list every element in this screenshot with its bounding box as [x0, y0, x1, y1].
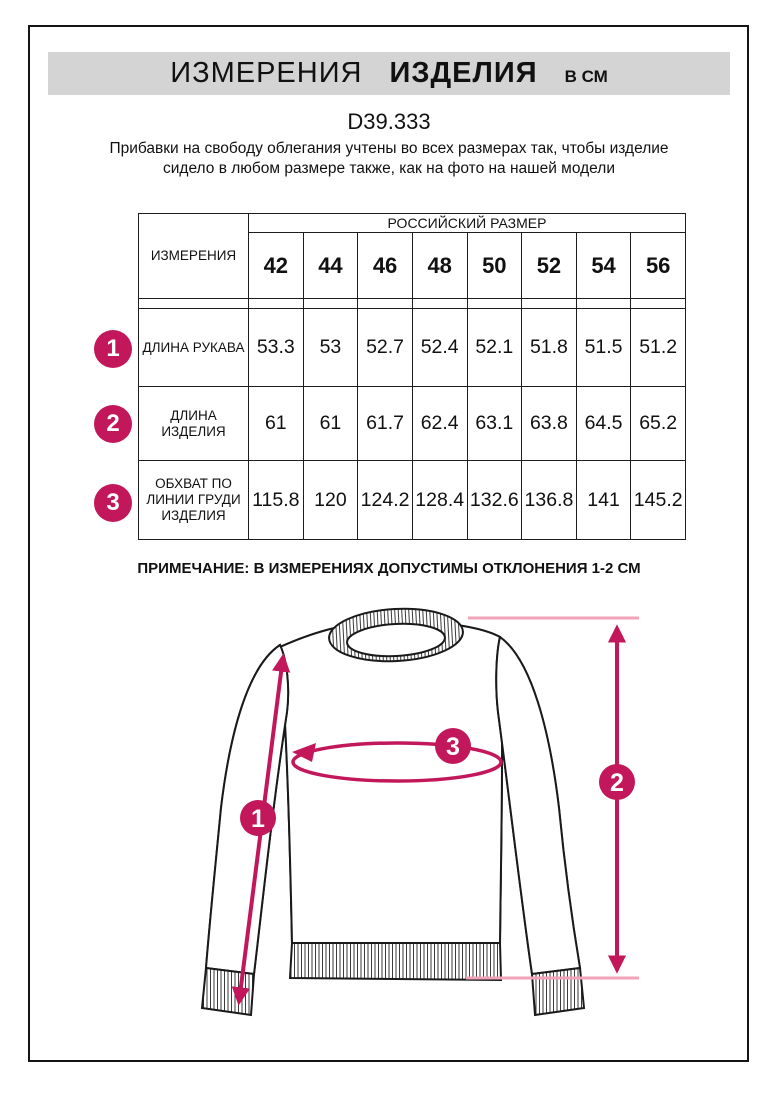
value-cell: 53.3	[248, 308, 304, 387]
size-header: 50	[466, 232, 523, 299]
size-header: 54	[575, 232, 632, 299]
value-cell: 61	[248, 386, 304, 461]
value-cell: 51.8	[521, 308, 577, 387]
value-cell: 52.1	[466, 308, 523, 387]
value-cell: 64.5	[575, 386, 632, 461]
size-header: 42	[248, 232, 304, 299]
row-label: ДЛИНА РУКАВА	[138, 308, 249, 387]
size-table: ИЗМЕРЕНИЯ РОССИЙСКИЙ РАЗМЕР 42 44 46 48 …	[138, 213, 686, 540]
header-title-garment: ИЗДЕЛИЯ	[389, 57, 538, 89]
value-cell: 115.8	[248, 460, 304, 540]
tolerance-note: ПРИМЕЧАНИЕ: В ИЗМЕРЕНИЯХ ДОПУСТИМЫ ОТКЛО…	[137, 560, 641, 577]
diagram-2-badge: 2	[599, 764, 635, 800]
hem-band	[288, 942, 503, 982]
diagram-1-badge: 1	[240, 800, 276, 836]
value-cell: 51.2	[630, 308, 686, 387]
measure-1-badge: 1	[94, 330, 132, 368]
value-cell: 61	[302, 386, 359, 461]
measure-col-header: ИЗМЕРЕНИЯ	[138, 213, 249, 299]
value-cell: 136.8	[521, 460, 577, 540]
table-row: ОБХВАТ ПО ЛИНИИ ГРУДИ ИЗДЕЛИЯ 115.8 120 …	[138, 460, 686, 540]
page-border	[28, 25, 749, 1062]
measure-3-badge: 3	[94, 484, 132, 522]
size-header: 48	[411, 232, 468, 299]
value-cell: 141	[575, 460, 632, 540]
svg-text:1: 1	[251, 805, 265, 833]
intro-text: Прибавки на свободу облегания учтены во …	[109, 140, 669, 177]
value-cell: 63.1	[466, 386, 523, 461]
model-code: D39.333	[347, 109, 431, 134]
value-cell: 52.4	[411, 308, 468, 387]
sweater-diagram: 1 3 2	[200, 607, 639, 1017]
value-cell: 132.6	[466, 460, 523, 540]
svg-text:2: 2	[610, 769, 624, 797]
header-title-measurements: ИЗМЕРЕНИЯ	[170, 57, 363, 89]
page-header: ИЗМЕРЕНИЯ ИЗДЕЛИЯ В СМ	[48, 52, 730, 95]
spacer-row	[138, 298, 686, 309]
value-cell: 124.2	[357, 460, 413, 540]
right-cuff	[530, 966, 586, 1017]
value-cell: 62.4	[411, 386, 468, 461]
size-header: 56	[630, 232, 686, 299]
value-cell: 120	[302, 460, 359, 540]
value-cell: 65.2	[630, 386, 686, 461]
value-cell: 53	[302, 308, 359, 387]
value-cell: 51.5	[575, 308, 632, 387]
collar	[328, 607, 464, 663]
value-cell: 52.7	[357, 308, 413, 387]
header-unit: В СМ	[564, 67, 608, 86]
chest-girth-ellipse	[291, 741, 503, 783]
table-row: ДЛИНА ИЗДЕЛИЯ 61 61 61.7 62.4 63.1 63.8 …	[138, 386, 686, 461]
sweater-right-sleeve	[495, 635, 582, 976]
value-cell: 61.7	[357, 386, 413, 461]
left-cuff	[200, 966, 256, 1017]
diagram-3-badge: 3	[435, 728, 471, 764]
svg-text:3: 3	[446, 733, 460, 761]
table-row: ДЛИНА РУКАВА 53.3 53 52.7 52.4 52.1 51.8…	[138, 308, 686, 387]
size-header: 52	[521, 232, 577, 299]
value-cell: 145.2	[630, 460, 686, 540]
value-cell: 128.4	[411, 460, 468, 540]
row-label: ДЛИНА ИЗДЕЛИЯ	[138, 386, 249, 461]
value-cell: 63.8	[521, 386, 577, 461]
row-label: ОБХВАТ ПО ЛИНИИ ГРУДИ ИЗДЕЛИЯ	[138, 460, 249, 540]
chest-arrowhead	[292, 743, 316, 762]
size-header: 44	[302, 232, 359, 299]
measure-2-badge: 2	[94, 405, 132, 443]
group-header: РОССИЙСКИЙ РАЗМЕР	[248, 213, 686, 233]
size-header: 46	[357, 232, 413, 299]
